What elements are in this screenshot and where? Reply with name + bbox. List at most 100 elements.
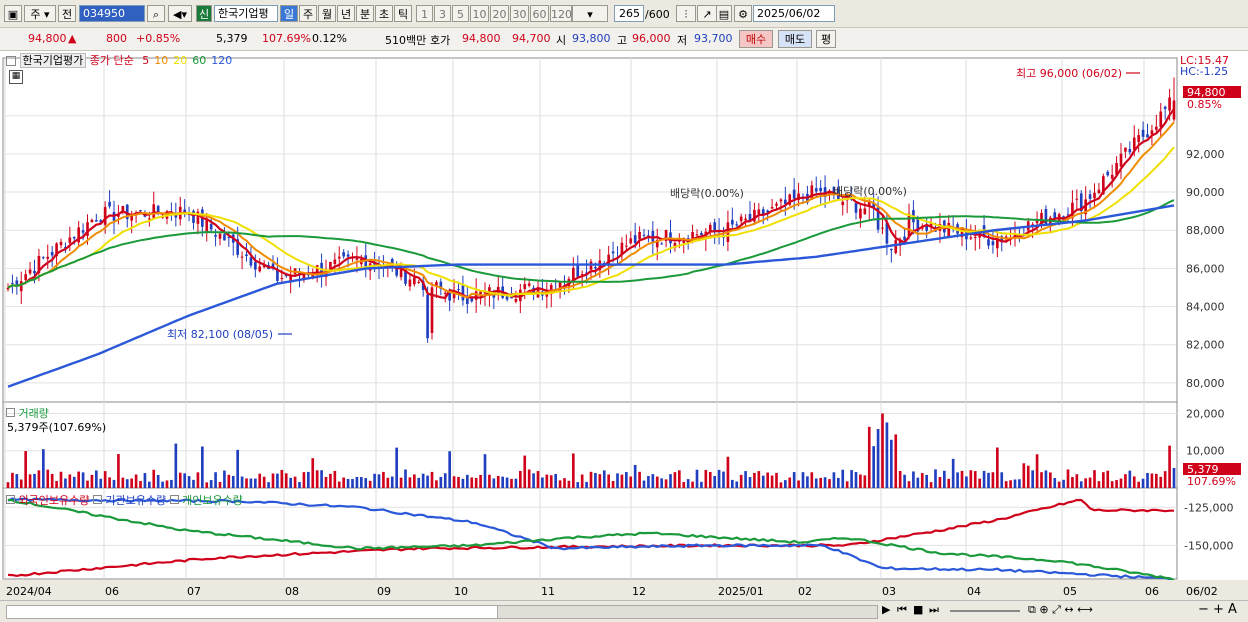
tick-button-10[interactable]: 10 [470,5,489,22]
volume-bar [611,481,615,488]
volume-bar [832,472,836,488]
tick-button-5[interactable]: 5 [452,5,469,22]
period-button-5[interactable]: 초 [375,5,393,22]
candle-icon[interactable]: ⫶ [676,5,696,22]
window-icon[interactable]: ▣ [4,5,22,22]
candle-body [625,245,628,247]
candle-body [99,220,103,223]
institution-toggle-icon[interactable] [92,495,102,504]
speaker-icon[interactable]: ◀▾ [168,5,192,22]
volume-bar [876,429,880,488]
volume-bar [819,477,822,488]
tick-button-30[interactable]: 30 [510,5,529,22]
zoom-controls-icon[interactable]: − + A [1198,602,1237,617]
candle-body [757,209,761,214]
candle-body [903,236,906,241]
tick-button-3[interactable]: 3 [434,5,451,22]
period-button-0[interactable]: 일 [280,5,298,22]
candle-body [1137,135,1140,143]
candle-body [337,256,341,259]
volume-bar [572,453,575,488]
period-button-6[interactable]: 틱 [394,5,412,22]
candle-body [86,222,89,236]
volume-bar [1075,474,1079,488]
volume-bar [739,474,743,488]
volume-bar [973,471,977,488]
volume-bar [1018,479,1021,488]
zoom-slider[interactable] [950,610,1020,612]
holding-tick-label: -150,000 [1184,539,1233,552]
period-select[interactable]: 주 ▾ [24,5,56,22]
buy-button[interactable]: 매수 [739,30,773,48]
save-icon[interactable]: ▤ [716,5,732,22]
holding-toggle-icon[interactable] [6,495,15,504]
volume-bar [302,472,306,488]
volume-bar [1172,467,1176,488]
ma-line-120 [7,204,1175,388]
volume-bar [642,480,646,488]
scrollbar-track[interactable] [6,605,878,619]
volume-bar [748,477,752,488]
candle-body [218,233,222,239]
volume-bar [492,478,496,488]
candle-body [505,295,509,300]
period-button-2[interactable]: 월 [318,5,336,22]
period-button-4[interactable]: 분 [356,5,374,22]
tick-button-20[interactable]: 20 [490,5,509,22]
volume-bar [920,473,924,488]
candle-body [355,258,359,260]
period-button-3[interactable]: 년 [337,5,355,22]
candle-body [227,237,231,239]
tool-icons[interactable]: ⧉ ⊕ ⤢ ↔ ⟷ [1028,603,1093,616]
forward-icon[interactable]: ⏭ [929,603,939,616]
candle-body [148,218,151,220]
calendar-icon[interactable]: ▦ [9,70,23,84]
volume-bar [929,482,933,488]
candle-series [6,77,1176,343]
max-price-label: 최고 96,000 (06/02) [1016,67,1122,80]
candle-body [15,280,19,287]
period-button-1[interactable]: 주 [299,5,317,22]
price-tick-label: 82,000 [1186,339,1225,352]
candle-body [664,230,668,241]
prev-button[interactable]: 전 [58,5,76,22]
gear-icon[interactable]: ⚙ [734,5,752,22]
search-icon[interactable]: ⌕ [147,5,165,22]
candle-body [430,287,434,333]
volume-bar [505,477,509,488]
volume-toggle-icon[interactable] [6,408,15,417]
count-input[interactable]: 265 [614,5,644,22]
candle-body [152,204,156,219]
scroll-right-icon[interactable]: ▶ [882,603,891,616]
candle-body [302,273,306,280]
foreign-holding-label: 외국인보유수량 [18,494,90,507]
tick-button-60[interactable]: 60 [530,5,549,22]
volume-bar [850,470,853,488]
scrollbar-thumb[interactable] [7,606,498,618]
panel-toggle-icon[interactable] [6,56,16,66]
candle-body [890,248,893,251]
tick-button-120[interactable]: 120 [550,5,572,22]
individual-toggle-icon[interactable] [169,495,179,504]
sell-button[interactable]: 매도 [778,30,812,48]
stock-chart[interactable]: 92,000 90,000 88,000 86,000 84,000 82,000 80,0… [0,50,1248,600]
extra-select[interactable]: ▾ [572,5,608,22]
eval-button[interactable]: 평 [816,30,836,48]
candle-body [673,243,677,248]
rewind-icon[interactable]: ⏮ [897,603,907,616]
candle-body [254,262,257,270]
candle-body [527,283,531,286]
tick-button-1[interactable]: 1 [416,5,433,22]
candle-body [439,281,443,289]
volume-bar [863,475,867,488]
volume-title: 거래량 [18,407,49,420]
stop-icon[interactable]: ■ [913,603,924,616]
stock-code-input[interactable]: 034950 [79,5,145,22]
volume-bar [483,454,487,488]
line-tool-icon[interactable]: ↗ [697,5,717,22]
candle-body [59,241,63,246]
volume-bar [64,478,67,488]
volume-bar [457,476,460,488]
date-input[interactable]: 2025/06/02 [753,5,835,22]
volume-bar [174,443,178,488]
